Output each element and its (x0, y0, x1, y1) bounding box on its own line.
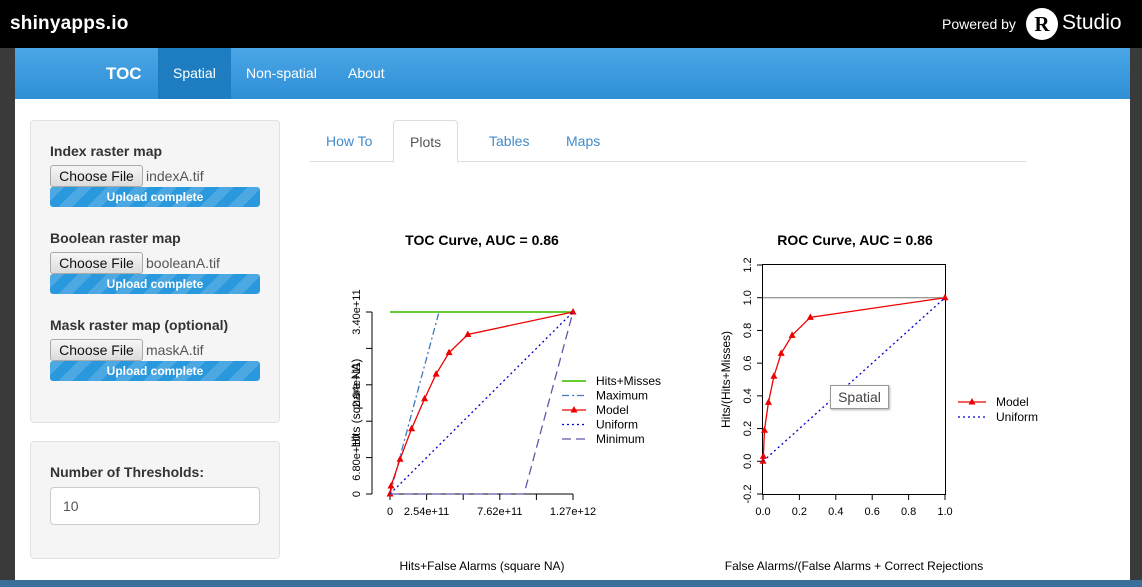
boolean-file-name: booleanA.tif (146, 255, 220, 271)
upload-panel: Index raster map Choose File indexA.tif … (30, 120, 280, 423)
thresholds-panel: Number of Thresholds: 10 (30, 441, 280, 559)
roc-x-tick-label: 0.0 (755, 506, 770, 518)
toc-legend-label: Minimum (596, 432, 645, 446)
roc-legend-label: Model (996, 395, 1029, 409)
plots-area: TOC Curve, AUC = 0.86 Hits+False Alarms (… (349, 232, 1038, 573)
toc-y-tick-label: 2.04e+11 (351, 362, 363, 407)
navbar-brand[interactable]: TOC (106, 64, 142, 83)
toc-title: TOC Curve, AUC = 0.86 (405, 232, 559, 248)
thresholds-input[interactable]: 10 (50, 487, 260, 525)
rstudio-logo-icon[interactable]: R (1026, 8, 1058, 40)
boolean-upload-progress: Upload complete (50, 274, 260, 294)
roc-y-tick-label: 0.6 (742, 355, 754, 370)
roc-y-tick-label: -0.2 (742, 485, 754, 504)
roc-series-model-point (770, 372, 778, 379)
roc-series-model-point (764, 398, 772, 405)
mask-file-name: maskA.tif (146, 342, 204, 358)
boolean-choose-file-button[interactable]: Choose File (50, 252, 143, 274)
toc-y-tick-label: 6.80e+10 (351, 435, 363, 481)
roc-y-tick-label: 0.0 (742, 454, 754, 469)
index-file-name: indexA.tif (146, 168, 204, 184)
toc-series-model-point (387, 481, 395, 489)
roc-x-tick-label: 0.2 (792, 506, 807, 518)
mask-upload-progress: Upload complete (50, 361, 260, 381)
toc-x-tick-label: 2.54e+11 (404, 506, 449, 518)
toc-series-model-point (408, 424, 416, 432)
roc-x-axis-label: False Alarms/(False Alarms + Correct Rej… (725, 559, 983, 573)
toc-y-tick-label: 0 (351, 491, 363, 497)
roc-x-tick-label: 0.6 (865, 506, 880, 518)
toc-x-tick-label: 1.27e+12 (550, 506, 596, 518)
toc-series-model-point (396, 455, 404, 462)
roc-series-model-point (941, 293, 949, 301)
roc-series-model-point (759, 452, 767, 459)
roc-series-model-point (777, 349, 785, 356)
index-raster-label: Index raster map (50, 143, 163, 159)
shinyapps-header: shinyapps.io Powered by R Studio (0, 0, 1142, 48)
toc-x-tick-label: 7.62e+11 (477, 506, 522, 518)
roc-y-tick-label: 0.8 (742, 323, 754, 338)
tab-maps[interactable]: Maps (566, 133, 601, 149)
roc-y-tick-label: 1.0 (742, 290, 754, 305)
index-choose-file-button[interactable]: Choose File (50, 165, 143, 187)
toc-series-model-point (445, 348, 453, 356)
roc-legend-label: Uniform (996, 410, 1038, 424)
toc-x-axis-label: Hits+False Alarms (square NA) (399, 559, 564, 573)
shinyapps-brand[interactable]: shinyapps.io (10, 13, 129, 34)
toc-legend-marker (570, 406, 578, 413)
window-edge (1130, 48, 1142, 587)
thresholds-label: Number of Thresholds: (50, 464, 205, 480)
toc-y-axis-label: Hits (square NA) (349, 359, 363, 448)
roc-y-tick-label: 0.2 (742, 421, 754, 436)
toc-legend-label: Model (596, 403, 629, 417)
roc-y-axis-label: Hits/(Hits+Misses) (719, 331, 733, 428)
roc-chart: ROC Curve, AUC = 0.86 False Alarms/(False… (719, 232, 1038, 573)
toc-legend-label: Maximum (596, 389, 648, 403)
toc-chart: TOC Curve, AUC = 0.86 Hits+False Alarms (… (349, 232, 661, 573)
navbar: TOC Spatial Non-spatial About (15, 48, 1130, 99)
toc-series-uniform (389, 311, 574, 495)
roc-x-tick-label: 1.0 (937, 506, 952, 518)
mask-raster-label: Mask raster map (optional) (50, 317, 229, 333)
toc-series-model-point (464, 330, 472, 337)
roc-series-model-point (760, 426, 768, 433)
toc-y-tick-label: 3.40e+11 (351, 289, 363, 334)
spatial-tooltip: Spatial (830, 385, 889, 409)
roc-x-tick-label: 0.8 (901, 506, 916, 518)
toc-series-model (389, 311, 574, 495)
toc-series-model-point (432, 370, 440, 377)
toc-legend-label: Hits+Misses (596, 374, 661, 388)
roc-series-model-point (806, 313, 814, 320)
roc-y-tick-label: 1.2 (742, 257, 754, 272)
roc-series-uniform (762, 297, 946, 462)
taskbar-strip (0, 580, 1142, 587)
powered-by-text: Powered by (942, 16, 1016, 32)
nav-spatial[interactable]: Spatial (158, 48, 231, 99)
roc-x-tick-label: 0.4 (828, 506, 843, 518)
nav-about[interactable]: About (348, 65, 385, 81)
output-tabs: How To Plots Tables Maps (310, 120, 1026, 163)
app-container: TOC Spatial Non-spatial About Index rast… (15, 48, 1130, 580)
toc-series-minimum (390, 311, 574, 495)
tab-how-to[interactable]: How To (326, 133, 373, 149)
toc-x-tick-label: 0 (387, 506, 393, 518)
tab-tables[interactable]: Tables (489, 133, 530, 149)
boolean-raster-label: Boolean raster map (50, 230, 181, 246)
mask-choose-file-button[interactable]: Choose File (50, 339, 143, 361)
roc-series-model-point (788, 331, 796, 338)
roc-legend-marker (968, 398, 976, 405)
roc-title: ROC Curve, AUC = 0.86 (777, 232, 933, 248)
roc-y-tick-label: 0.4 (742, 388, 754, 403)
toc-legend-label: Uniform (596, 418, 638, 432)
tab-plots[interactable]: Plots (393, 120, 459, 163)
index-upload-progress: Upload complete (50, 187, 260, 207)
roc-plot-frame (762, 264, 946, 495)
nav-non-spatial[interactable]: Non-spatial (246, 65, 317, 81)
rstudio-logo-text[interactable]: Studio (1062, 11, 1122, 34)
toc-series-model-point (421, 394, 429, 402)
